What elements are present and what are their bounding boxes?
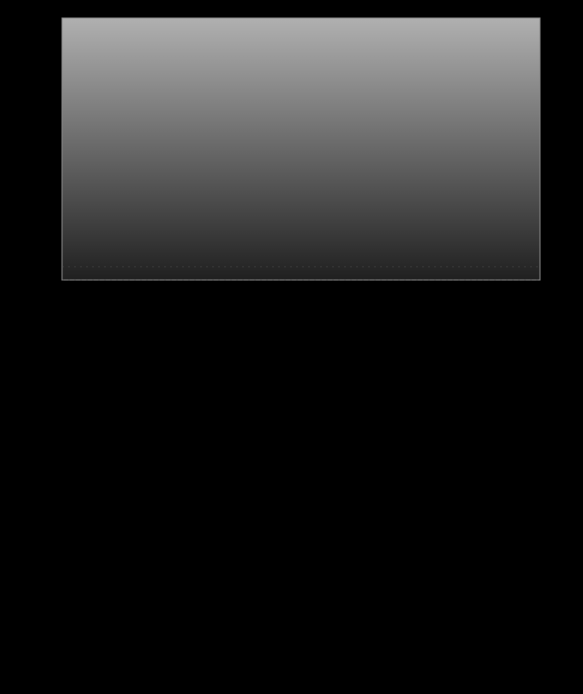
panel1-bg [62,18,540,280]
